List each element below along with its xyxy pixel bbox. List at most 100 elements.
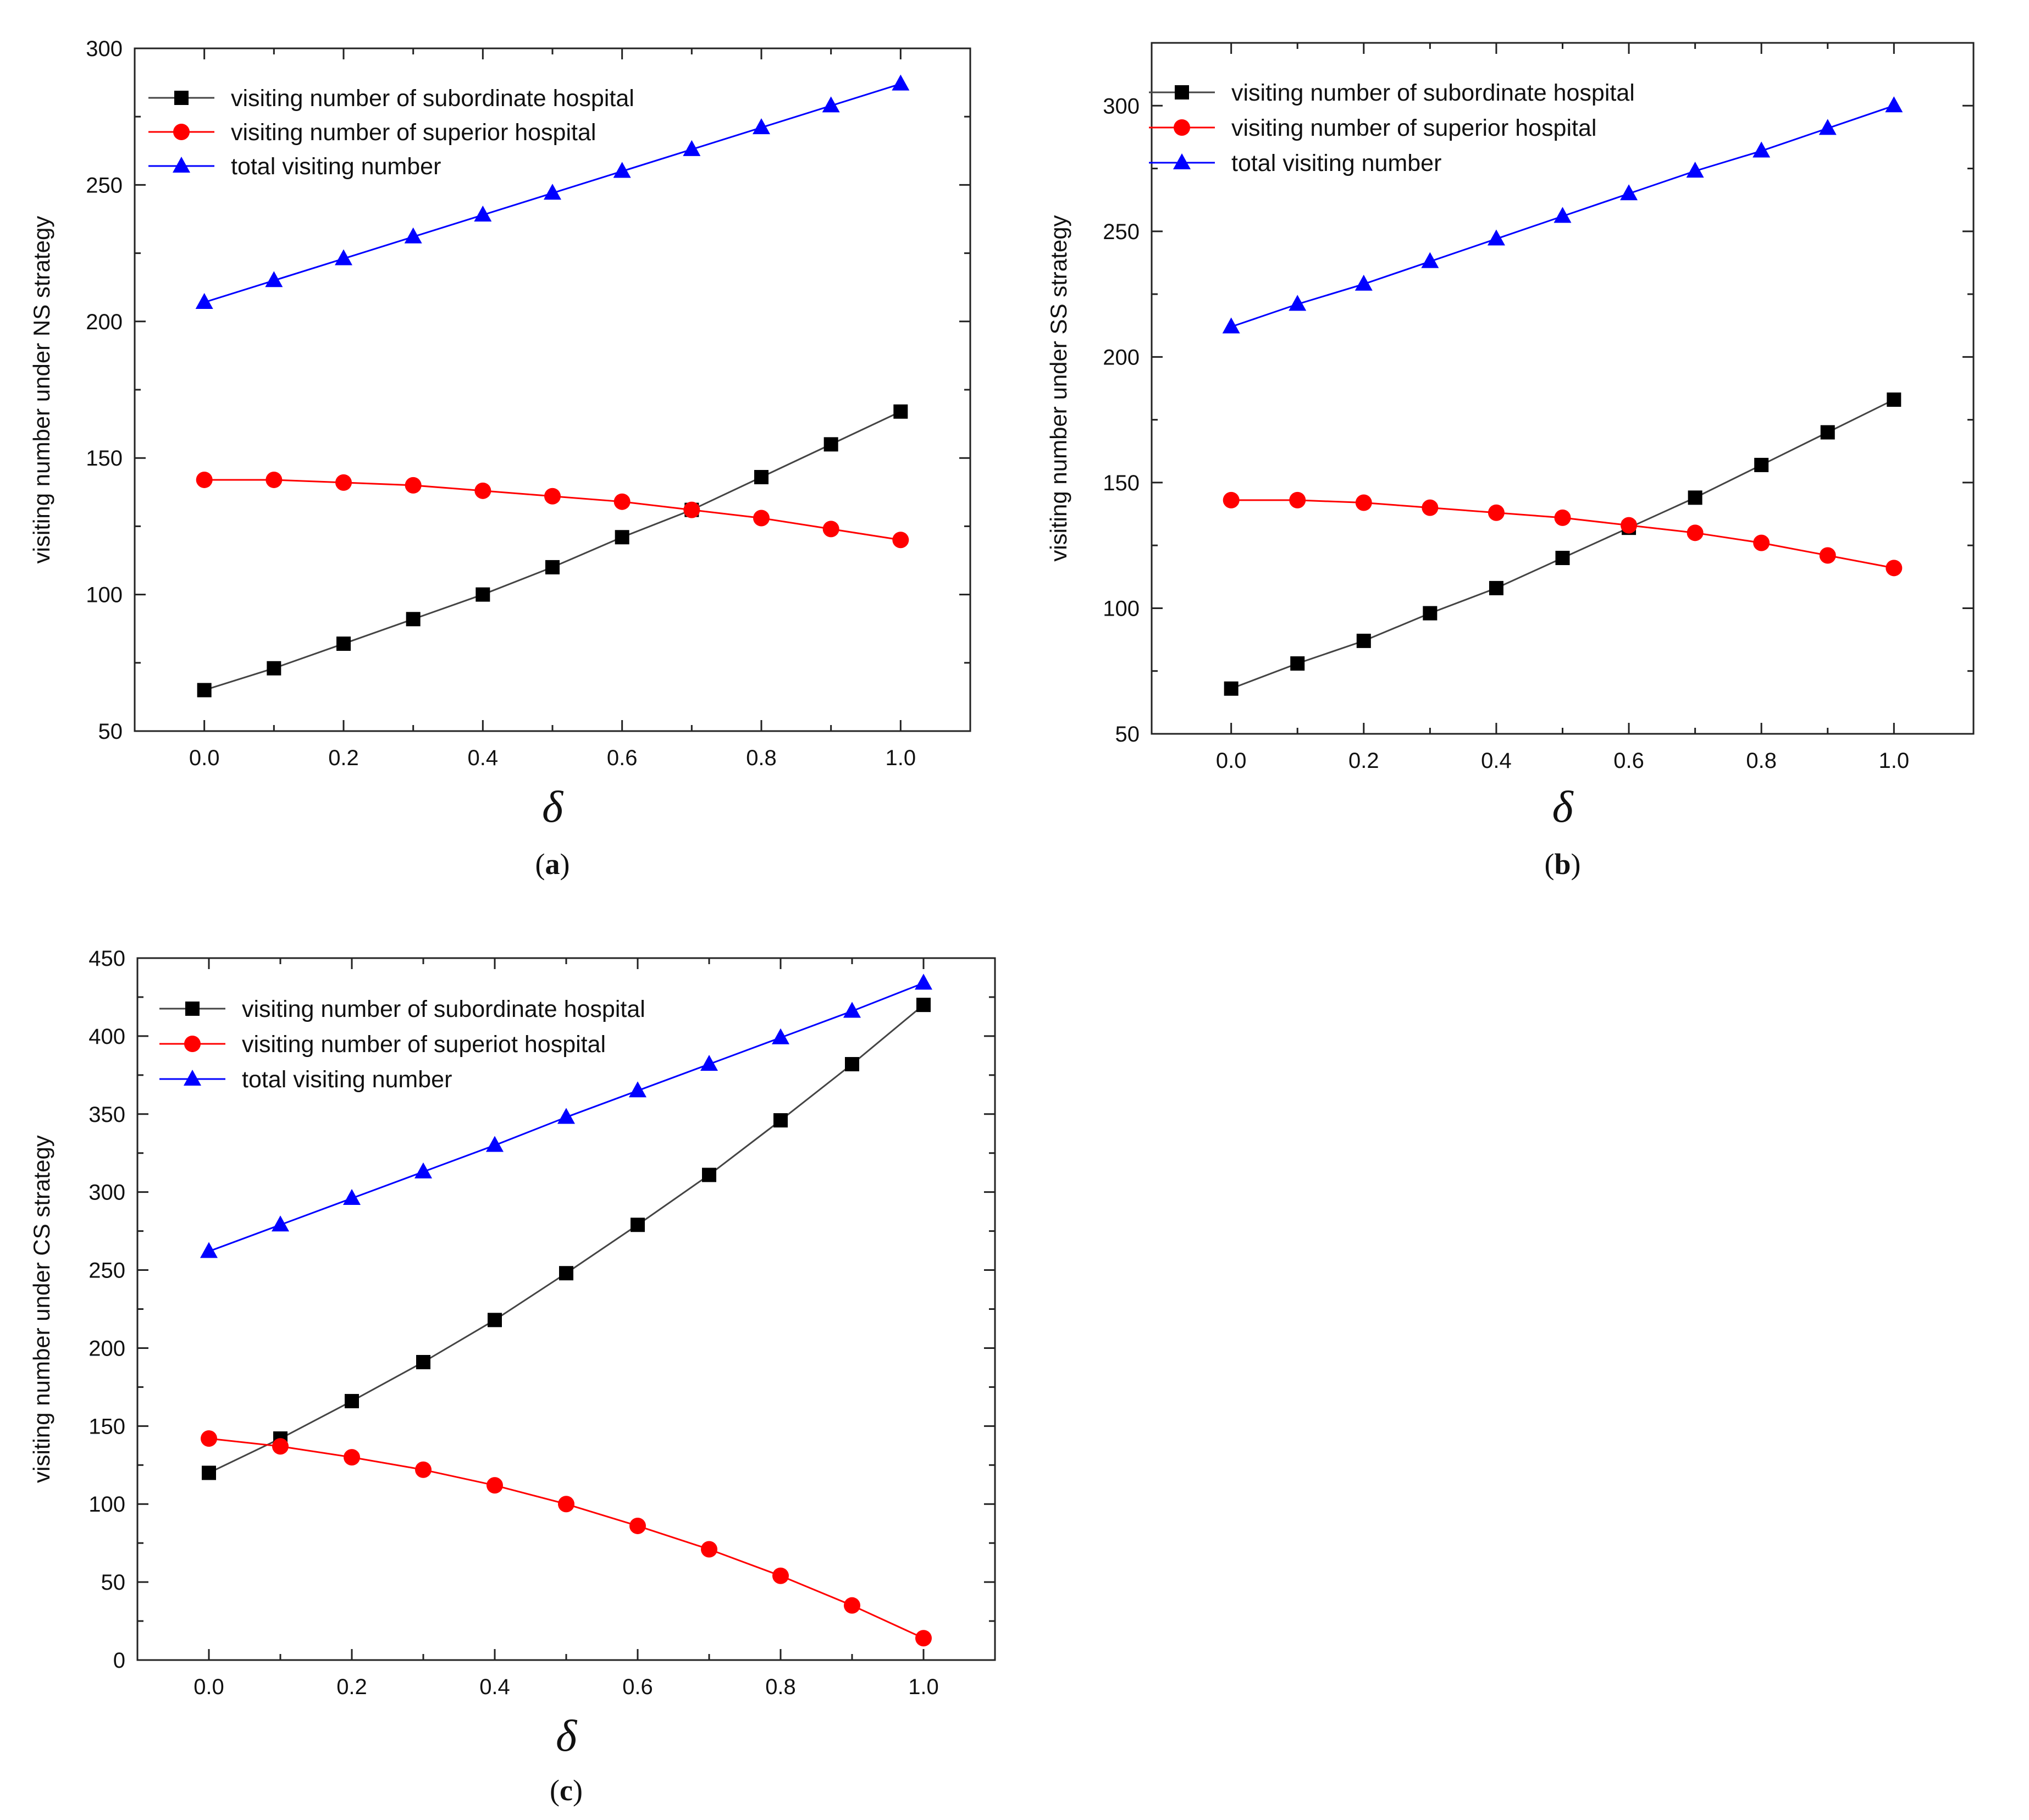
legend-label: total visiting number xyxy=(231,153,441,180)
data-point xyxy=(265,271,283,287)
data-point xyxy=(272,1438,289,1455)
x-tick-label: 0.2 xyxy=(336,1675,367,1699)
legend-label: visiting number of superior hospital xyxy=(1231,115,1596,141)
data-point xyxy=(1354,274,1373,291)
data-point xyxy=(197,683,212,698)
legend-marker xyxy=(185,1002,200,1016)
y-tick-label: 50 xyxy=(1115,722,1140,746)
data-point xyxy=(916,998,931,1013)
caption-open: ( xyxy=(535,848,545,881)
data-point xyxy=(613,162,631,178)
y-tick-label: 200 xyxy=(86,310,123,334)
panel-caption: (c) xyxy=(550,1774,583,1807)
data-point xyxy=(486,1136,504,1152)
legend-marker xyxy=(184,1036,201,1052)
x-tick-label: 0.4 xyxy=(468,746,499,770)
data-point xyxy=(1887,392,1901,407)
data-point xyxy=(844,1597,860,1614)
legend-marker xyxy=(174,91,189,105)
y-axis-label: visiting number under SS strategy xyxy=(1046,215,1071,561)
y-tick-label: 300 xyxy=(86,37,123,61)
y-tick-label: 250 xyxy=(1103,220,1140,244)
data-point xyxy=(1422,499,1439,516)
legend-label: visiting number of subordinate hospital xyxy=(242,996,645,1022)
series-square xyxy=(1224,392,1901,696)
caption-open: ( xyxy=(1544,848,1554,881)
series-circle xyxy=(201,1430,932,1647)
data-point xyxy=(405,477,422,494)
plot-frame xyxy=(136,957,996,1661)
caption-close: ) xyxy=(560,848,570,881)
legend: visiting number of subordinate hospital v… xyxy=(1149,80,1635,176)
legend-marker xyxy=(184,1070,201,1086)
series-circle xyxy=(1223,491,1903,577)
caption-close: ) xyxy=(573,1774,583,1807)
data-point xyxy=(1421,252,1439,268)
caption-open: ( xyxy=(550,1774,560,1807)
data-point xyxy=(753,118,770,135)
data-point xyxy=(754,469,769,484)
x-tick-label: 0.4 xyxy=(479,1675,510,1699)
data-point xyxy=(822,521,839,538)
data-point xyxy=(1289,491,1306,508)
data-point xyxy=(1222,317,1240,334)
data-point xyxy=(629,1081,646,1098)
data-point xyxy=(1621,517,1638,534)
y-tick-label: 100 xyxy=(1103,596,1140,621)
data-point xyxy=(335,249,352,265)
legend: visiting number of subordinate hospital v… xyxy=(159,996,645,1093)
data-point xyxy=(196,471,213,488)
y-tick-label: 100 xyxy=(86,583,123,607)
data-point xyxy=(1886,560,1903,577)
data-point xyxy=(415,1461,432,1478)
data-point xyxy=(201,1430,217,1447)
data-point xyxy=(1752,141,1771,158)
data-point xyxy=(1355,494,1372,511)
data-point xyxy=(1820,425,1835,440)
series-line xyxy=(1231,399,1894,690)
data-point xyxy=(558,1496,574,1513)
data-point xyxy=(1553,207,1572,223)
data-point xyxy=(1489,580,1503,595)
data-point xyxy=(613,493,631,510)
x-tick-label: 0.8 xyxy=(1746,749,1777,773)
data-point xyxy=(1289,295,1307,311)
x-axis-label: δ xyxy=(556,1711,578,1761)
data-point xyxy=(845,1056,859,1071)
data-point xyxy=(1753,534,1770,551)
x-tick-label: 1.0 xyxy=(1879,749,1910,773)
y-tick-label: 200 xyxy=(89,1336,125,1360)
data-point xyxy=(822,96,840,113)
data-point xyxy=(1487,229,1505,246)
data-point xyxy=(486,1477,503,1494)
data-point xyxy=(772,1028,789,1044)
data-point xyxy=(892,532,909,549)
data-point xyxy=(544,488,561,505)
data-point xyxy=(272,1215,289,1232)
data-point xyxy=(345,1393,359,1408)
legend-marker xyxy=(173,124,190,140)
y-tick-label: 300 xyxy=(1103,94,1140,118)
data-point xyxy=(701,1541,717,1558)
caption-letter: a xyxy=(545,848,560,881)
legend-marker xyxy=(1173,153,1191,169)
data-point xyxy=(615,530,629,545)
x-tick-label: 0.6 xyxy=(1613,749,1644,773)
y-tick-label: 150 xyxy=(1103,471,1140,495)
x-tick-label: 1.0 xyxy=(886,746,916,770)
x-tick-label: 0.6 xyxy=(622,1675,653,1699)
y-tick-label: 0 xyxy=(113,1648,125,1673)
x-axis-label: δ xyxy=(1552,782,1574,832)
data-point xyxy=(773,1113,788,1128)
data-point xyxy=(772,1567,789,1584)
data-point xyxy=(545,560,560,574)
legend-label: visiting number of superiot hospital xyxy=(242,1031,606,1058)
data-point xyxy=(823,437,838,452)
data-point xyxy=(336,637,351,651)
x-axis-label: δ xyxy=(542,782,564,832)
data-point xyxy=(1686,162,1704,178)
y-tick-label: 250 xyxy=(86,173,123,197)
x-tick-label: 0.2 xyxy=(1348,749,1379,773)
x-tick-label: 0.8 xyxy=(746,746,777,770)
